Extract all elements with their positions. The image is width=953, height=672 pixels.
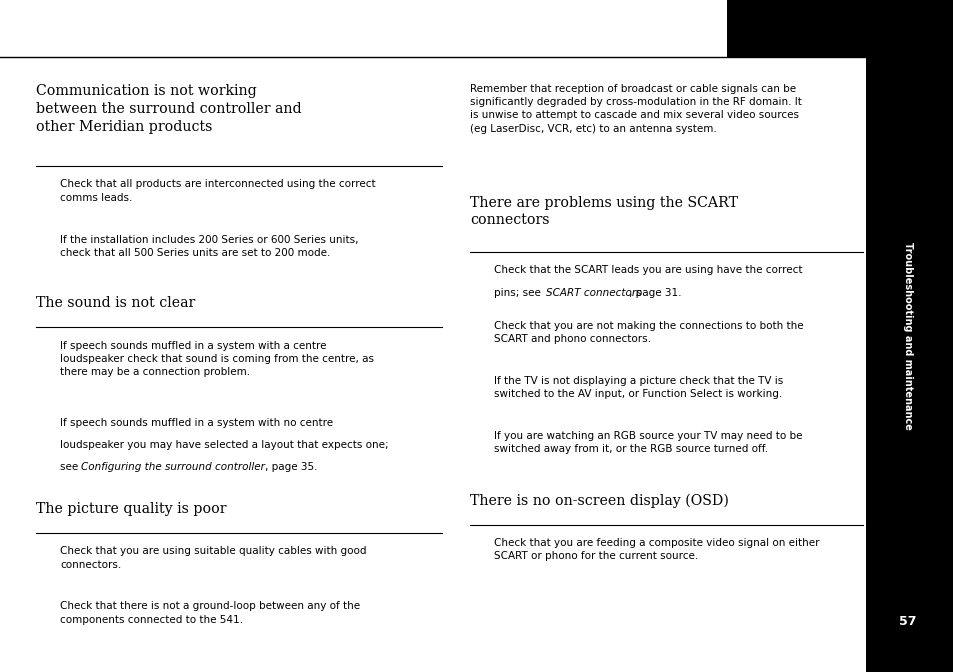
Text: If the installation includes 200 Series or 600 Series units,
check that all 500 : If the installation includes 200 Series … [60,235,358,258]
Text: Check that you are using suitable quality cables with good
connectors.: Check that you are using suitable qualit… [60,546,366,570]
Text: loudspeaker you may have selected a layout that expects one;: loudspeaker you may have selected a layo… [60,440,388,450]
Text: see: see [60,462,82,472]
Text: The picture quality is poor: The picture quality is poor [36,502,227,516]
Bar [865,0,953,672]
Text: , page 31.: , page 31. [629,288,681,298]
Text: 57: 57 [899,615,916,628]
Text: Check that you are feeding a composite video signal on either
SCART or phono for: Check that you are feeding a composite v… [494,538,819,562]
Text: Check that there is not a ground-loop between any of the
components connected to: Check that there is not a ground-loop be… [60,601,360,625]
Text: If speech sounds muffled in a system with a centre
loudspeaker check that sound : If speech sounds muffled in a system wit… [60,341,374,377]
Text: pins; see: pins; see [494,288,544,298]
Text: There is no on-screen display (OSD): There is no on-screen display (OSD) [470,494,728,508]
Text: There are problems using the SCART
connectors: There are problems using the SCART conne… [470,196,738,227]
Text: If the TV is not displaying a picture check that the TV is
switched to the AV in: If the TV is not displaying a picture ch… [494,376,782,399]
Text: Remember that reception of broadcast or cable signals can be
significantly degra: Remember that reception of broadcast or … [470,84,801,134]
Text: Check that all products are interconnected using the correct
comms leads.: Check that all products are interconnect… [60,179,375,203]
Text: Troubleshooting and maintenance: Troubleshooting and maintenance [902,242,912,430]
Text: SCART connectors: SCART connectors [545,288,641,298]
Text: If speech sounds muffled in a system with no centre: If speech sounds muffled in a system wit… [60,418,333,428]
Text: The sound is not clear: The sound is not clear [36,296,195,310]
Text: Configuring the surround controller: Configuring the surround controller [81,462,265,472]
Text: If you are watching an RGB source your TV may need to be
switched away from it, : If you are watching an RGB source your T… [494,431,801,454]
Text: Check that you are not making the connections to both the
SCART and phono connec: Check that you are not making the connec… [494,321,803,344]
Text: Communication is not working
between the surround controller and
other Meridian : Communication is not working between the… [36,84,301,134]
Text: , page 35.: , page 35. [264,462,317,472]
Bar [726,0,865,57]
Text: Check that the SCART leads you are using have the correct: Check that the SCART leads you are using… [494,265,801,276]
